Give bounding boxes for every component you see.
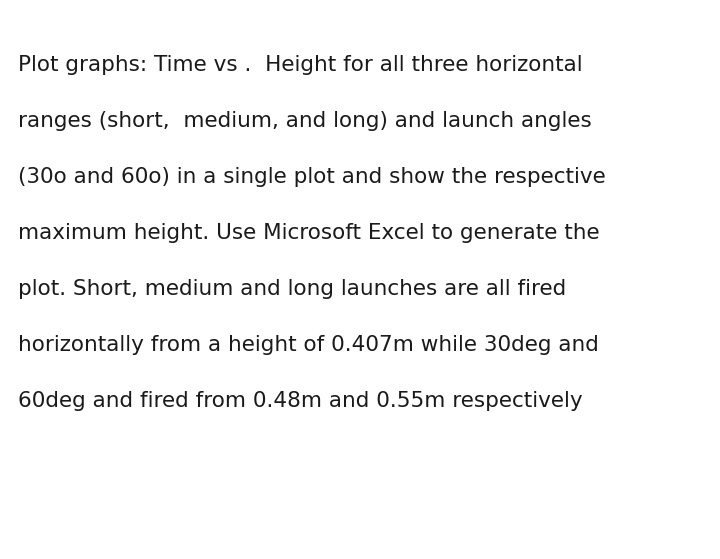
Text: maximum height. Use Microsoft Excel to generate the: maximum height. Use Microsoft Excel to g…: [18, 223, 600, 243]
Text: (30o and 60o) in a single plot and show the respective: (30o and 60o) in a single plot and show …: [18, 167, 606, 187]
Text: Plot graphs: Time vs .  Height for all three horizontal: Plot graphs: Time vs . Height for all th…: [18, 55, 582, 75]
Text: plot. Short, medium and long launches are all fired: plot. Short, medium and long launches ar…: [18, 279, 566, 299]
Text: ranges (short,  medium, and long) and launch angles: ranges (short, medium, and long) and lau…: [18, 111, 592, 131]
Text: 60deg and fired from 0.48m and 0.55m respectively: 60deg and fired from 0.48m and 0.55m res…: [18, 391, 582, 411]
Text: horizontally from a height of 0.407m while 30deg and: horizontally from a height of 0.407m whi…: [18, 335, 599, 355]
